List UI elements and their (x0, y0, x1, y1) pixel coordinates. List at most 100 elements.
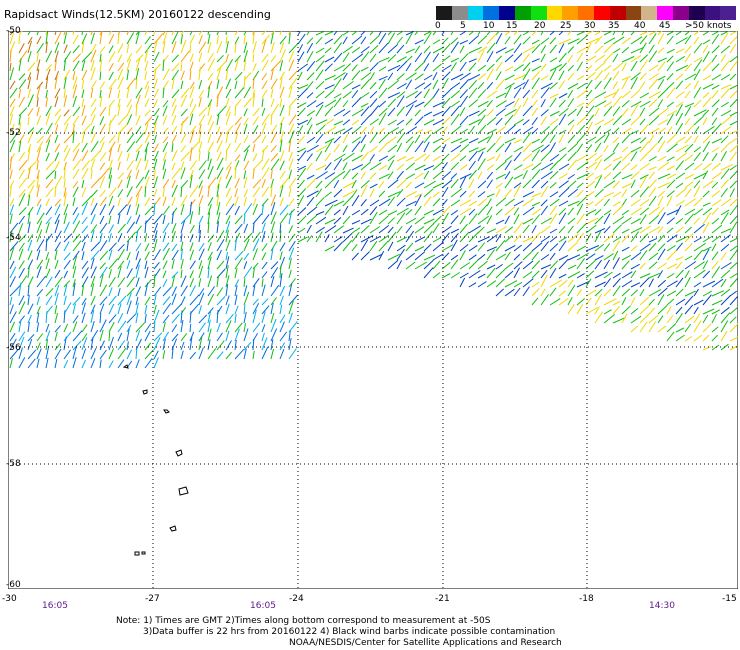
wind-barb (90, 309, 95, 324)
wind-barb (54, 96, 59, 108)
wind-barb (540, 294, 550, 306)
wind-barb (207, 197, 214, 207)
wind-barb (72, 106, 81, 117)
wind-barb (612, 142, 620, 153)
wind-barb (297, 88, 308, 99)
wind-barb (63, 95, 67, 108)
wind-barb (90, 107, 97, 117)
wind-barb (9, 169, 13, 180)
wind-barb (171, 41, 177, 54)
wind-barb (513, 214, 520, 225)
wind-barb (162, 350, 166, 360)
wind-barb (315, 80, 325, 90)
wind-barb (459, 89, 469, 99)
wind-barb (117, 43, 124, 54)
wind-barb (198, 278, 202, 288)
wind-barb (468, 125, 476, 135)
island-outline (142, 389, 148, 395)
wind-barb (621, 151, 632, 162)
wind-barb (486, 164, 495, 171)
wind-barb (81, 51, 92, 63)
wind-barb (720, 288, 731, 297)
wind-barb (720, 188, 728, 198)
wind-barb (234, 238, 237, 252)
wind-barb (702, 323, 712, 333)
wind-barb (612, 300, 621, 306)
wind-barb (693, 197, 703, 207)
wind-barb (36, 306, 41, 315)
wind-barb (270, 158, 280, 171)
wind-barb (450, 232, 459, 243)
wind-barb (549, 134, 556, 144)
wind-barb (720, 209, 730, 216)
wind-barb (333, 236, 343, 243)
wind-barb (18, 315, 25, 324)
map-border (8, 31, 738, 589)
wind-barb (711, 199, 722, 207)
wind-barb (621, 174, 633, 180)
wind-barb (162, 196, 167, 207)
wind-barb (423, 223, 435, 234)
wind-barb (234, 294, 238, 306)
wind-barb (99, 31, 103, 45)
wind-barb (729, 237, 738, 243)
wind-barb (657, 88, 669, 99)
wind-barb (702, 162, 712, 171)
wind-barb (63, 168, 66, 180)
wind-barb (72, 296, 81, 306)
wind-barb (441, 198, 448, 207)
wind-barb (477, 64, 487, 72)
wind-barb (333, 158, 343, 171)
wind-barb (468, 225, 481, 234)
wind-barb (441, 244, 454, 252)
wind-barb (441, 212, 449, 225)
wind-barb (450, 188, 463, 198)
wind-barb (657, 262, 667, 270)
wind-barb (414, 52, 423, 63)
wind-barb (486, 81, 494, 90)
wind-barb (603, 37, 616, 45)
wind-barb (9, 333, 16, 342)
wind-barb (135, 264, 140, 279)
wind-barb (342, 80, 354, 90)
wind-barb (234, 196, 239, 207)
wind-barb (639, 214, 647, 225)
wind-barb (72, 44, 80, 54)
wind-barb (621, 118, 631, 126)
wind-barb (684, 82, 692, 90)
wind-barb (558, 99, 566, 108)
wind-barb (252, 178, 262, 189)
wind-barb (360, 31, 367, 36)
wind-barb (135, 193, 140, 207)
wind-barb (90, 295, 96, 306)
wind-barb (459, 223, 468, 234)
wind-barb (657, 181, 671, 189)
wind-barb (432, 191, 440, 198)
wind-barb (387, 196, 395, 207)
wind-barb (684, 243, 693, 252)
wind-barb (189, 130, 195, 144)
wind-barb (315, 36, 323, 45)
wind-barb (504, 160, 512, 171)
wind-barb (171, 62, 180, 72)
wind-barb (396, 212, 406, 225)
wind-barb (9, 156, 13, 171)
wind-barb (54, 175, 63, 189)
legend-swatch (641, 6, 658, 20)
wind-barb (153, 223, 159, 234)
wind-barb (126, 43, 130, 54)
wind-barb (495, 226, 507, 234)
wind-barb (486, 179, 494, 189)
wind-barb (504, 262, 514, 270)
wind-barb (270, 153, 279, 162)
wind-barb (405, 99, 418, 108)
wind-barb (324, 234, 330, 243)
wind-barb (360, 251, 370, 261)
wind-barb (450, 105, 460, 117)
wind-barb (261, 53, 269, 63)
wind-barb (198, 141, 203, 153)
wind-barb (495, 182, 503, 189)
wind-barb (657, 226, 664, 234)
wind-barb (117, 54, 123, 63)
wind-barb (207, 319, 211, 333)
